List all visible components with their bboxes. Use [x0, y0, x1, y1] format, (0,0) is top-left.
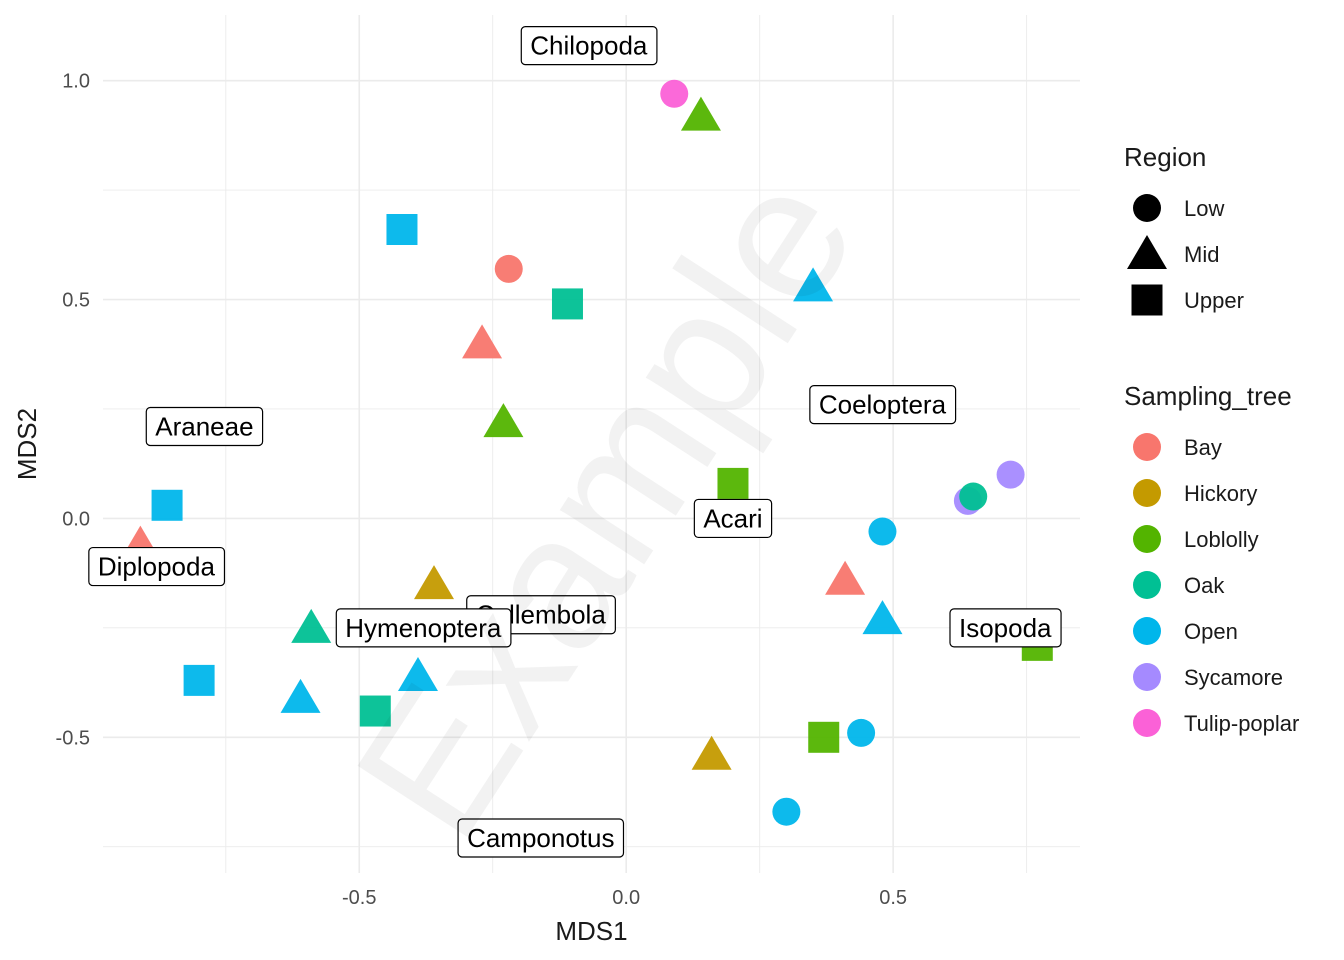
data-point	[847, 718, 876, 747]
taxon-label: Chilopoda	[520, 26, 658, 66]
taxon-label-box	[457, 818, 625, 858]
y-axis-title: MDS2	[12, 408, 42, 480]
legend-item-open: Open	[1133, 617, 1238, 645]
axis-ticks: -0.5 0.0 0.5 -0.5 0.0 0.5 1.0	[56, 71, 908, 909]
legend-label: Hickory	[1184, 481, 1257, 506]
taxon-label-box	[520, 26, 658, 66]
legend-key-circle-icon	[1133, 709, 1161, 737]
legend-item-tulip-poplar: Tulip-poplar	[1133, 709, 1299, 737]
taxon-label-text: Camponotus	[467, 823, 614, 853]
taxon-label: Acari	[693, 498, 773, 539]
taxon-label-box	[88, 546, 226, 587]
taxon-label-text: Hymenoptera	[345, 613, 502, 643]
data-point	[691, 735, 732, 770]
taxon-labels: Chilopoda Araneae Coeloptera Diplopoda Acari…	[88, 26, 1062, 858]
taxon-label-box	[335, 608, 512, 648]
taxon-label-text: Isopoda	[959, 613, 1052, 643]
data-point	[386, 214, 418, 245]
legend-key-triangle-icon	[1127, 235, 1167, 269]
legend-item-bay: Bay	[1133, 433, 1222, 461]
grid	[103, 15, 1080, 873]
legend-label: Sycamore	[1184, 665, 1283, 690]
legend-label: Bay	[1184, 435, 1222, 460]
data-point	[183, 664, 215, 696]
data-point	[397, 657, 438, 692]
taxon-label-text: Diplopoda	[98, 552, 216, 582]
data-point	[291, 608, 332, 643]
taxon-label: Camponotus	[457, 818, 625, 858]
taxon-label: Coeloptera	[809, 385, 957, 425]
legend-key-circle-icon	[1133, 479, 1161, 507]
data-point	[280, 678, 321, 713]
y-tick-label: 0.0	[62, 508, 90, 530]
x-tick-label: 0.5	[879, 887, 907, 909]
legend-key-circle-icon	[1133, 617, 1161, 645]
data-point	[359, 695, 391, 727]
legend-title-sampling-tree: Sampling_tree	[1124, 381, 1292, 411]
legend-label: Low	[1184, 196, 1224, 221]
legend-key-circle-icon	[1133, 525, 1161, 553]
taxon-label-box	[949, 608, 1062, 648]
data-point	[868, 517, 897, 546]
data-point	[680, 96, 721, 131]
watermark: Example	[315, 137, 895, 872]
legend-title-region: Region	[1124, 142, 1206, 172]
legend-item-mid: Mid	[1127, 235, 1219, 269]
x-axis-title: MDS1	[555, 916, 627, 946]
data-point	[793, 267, 834, 302]
y-tick-label: 0.5	[62, 290, 90, 312]
x-tick-label: 0.0	[612, 887, 640, 909]
data-point	[462, 324, 503, 359]
taxon-label-box	[809, 385, 957, 425]
legend-label: Upper	[1184, 288, 1244, 313]
data-point	[551, 288, 583, 320]
legend-key-circle-icon	[1133, 433, 1161, 461]
legend-item-hickory: Hickory	[1133, 479, 1257, 507]
taxon-label-text: Acari	[703, 503, 762, 533]
legend-item-upper: Upper	[1131, 284, 1244, 316]
legend-key-circle-icon	[1133, 194, 1161, 222]
legend-item-low: Low	[1133, 194, 1224, 222]
data-point	[494, 254, 523, 283]
taxon-label-box	[145, 406, 264, 447]
legend-label: Mid	[1184, 242, 1219, 267]
taxon-label: Hymenoptera	[335, 608, 512, 648]
y-tick-label: 1.0	[62, 71, 90, 93]
data-point	[717, 467, 749, 499]
legend-item-oak: Oak	[1133, 571, 1225, 599]
taxon-label-box	[693, 498, 773, 539]
data-point	[483, 403, 524, 438]
data-point	[151, 489, 183, 521]
data-point	[772, 797, 801, 826]
data-point	[808, 721, 840, 753]
legend-key-circle-icon	[1133, 571, 1161, 599]
y-tick-label: -0.5	[56, 727, 90, 749]
legend-key-circle-icon	[1133, 663, 1161, 691]
taxon-label-text: Araneae	[155, 411, 253, 441]
data-point	[996, 460, 1025, 489]
data-point	[825, 560, 866, 595]
legend-item-loblolly: Loblolly	[1133, 525, 1259, 553]
data-point	[414, 565, 455, 600]
legend-item-sycamore: Sycamore	[1133, 663, 1283, 691]
x-tick-label: -0.5	[342, 887, 376, 909]
data-point	[959, 482, 988, 511]
data-point	[660, 79, 689, 108]
taxon-label: Diplopoda	[88, 546, 226, 587]
taxon-label-text: Coeloptera	[819, 390, 947, 420]
legend-label: Oak	[1184, 573, 1225, 598]
legend: Region Low Mid Upper Sampling_tree Bay Hickory…	[1124, 142, 1299, 737]
data-point	[862, 600, 903, 635]
taxon-label-text: Chilopoda	[530, 31, 648, 61]
legend-label: Tulip-poplar	[1184, 711, 1299, 736]
legend-label: Open	[1184, 619, 1238, 644]
legend-key-square-icon	[1131, 284, 1163, 316]
taxon-label: Araneae	[145, 406, 264, 447]
legend-label: Loblolly	[1184, 527, 1259, 552]
taxon-label: Isopoda	[949, 608, 1062, 648]
